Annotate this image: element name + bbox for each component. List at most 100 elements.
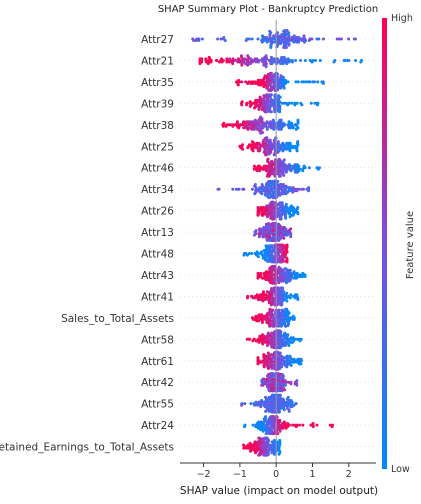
shap-point — [267, 409, 271, 413]
shap-point — [279, 324, 283, 328]
shap-point — [235, 80, 238, 84]
shap-point — [282, 408, 286, 412]
shap-point — [273, 243, 277, 247]
shap-point — [278, 418, 282, 422]
shap-point — [297, 36, 301, 39]
shap-point — [277, 149, 281, 153]
shap-point — [257, 83, 261, 87]
feature-label: Attr25 — [141, 141, 174, 153]
shap-point — [286, 80, 290, 84]
shap-point — [269, 201, 273, 205]
feature-label: Attr55 — [141, 399, 174, 411]
shap-point — [285, 141, 289, 145]
shap-point — [277, 452, 281, 456]
shap-point — [277, 157, 281, 161]
shap-point — [260, 313, 264, 317]
shap-point — [256, 362, 260, 366]
shap-point — [240, 103, 244, 107]
shap-point — [253, 296, 257, 300]
shap-point — [289, 126, 293, 130]
shap-point — [257, 108, 261, 111]
shap-point — [347, 37, 351, 41]
shap-point — [192, 39, 196, 42]
shap-point — [291, 190, 295, 194]
shap-point — [271, 281, 275, 285]
shap-point — [300, 103, 304, 107]
shap-point — [284, 78, 288, 82]
shap-point — [250, 187, 254, 191]
shap-point — [276, 57, 279, 61]
shap-point — [272, 393, 276, 397]
shap-point — [248, 441, 252, 445]
shap-point — [265, 321, 269, 324]
shap-point — [265, 204, 269, 208]
shap-point — [295, 276, 298, 280]
shap-point — [290, 60, 294, 64]
shap-point — [281, 62, 285, 66]
shap-point — [287, 31, 291, 35]
shap-point — [269, 415, 273, 419]
shap-point — [254, 400, 258, 404]
shap-point — [269, 160, 273, 163]
shap-point — [270, 367, 274, 370]
shap-point — [289, 399, 293, 402]
shap-point — [292, 40, 296, 44]
shap-point — [198, 57, 202, 61]
shap-point — [307, 166, 311, 170]
shap-point — [297, 187, 301, 191]
shap-point — [267, 196, 271, 200]
shap-point — [298, 423, 301, 427]
shap-point — [255, 403, 259, 407]
shap-point — [292, 317, 296, 321]
shap-point — [225, 60, 229, 64]
shap-point — [295, 101, 299, 105]
shap-point — [276, 268, 280, 272]
shap-point — [260, 383, 264, 387]
shap-point — [261, 124, 265, 128]
shap-point — [284, 281, 288, 285]
feature-label: Attr39 — [141, 98, 174, 110]
feature-label: Attr58 — [141, 334, 174, 346]
shap-point — [292, 146, 296, 150]
shap-point — [279, 397, 283, 401]
shap-point — [291, 126, 295, 130]
shap-point — [288, 149, 292, 153]
shap-point — [273, 260, 277, 264]
shap-point — [264, 153, 268, 157]
shap-point — [276, 179, 280, 183]
shap-point — [249, 120, 253, 124]
x-tick-label: 2 — [346, 469, 352, 480]
shap-point — [255, 250, 259, 254]
shap-point — [260, 321, 264, 324]
shap-point — [264, 409, 268, 413]
beeswarm-points — [191, 29, 364, 457]
shap-point — [289, 336, 293, 340]
shap-point — [287, 43, 291, 47]
shap-point — [259, 271, 263, 275]
shap-point — [265, 385, 269, 389]
shap-point — [268, 29, 272, 33]
shap-point — [272, 34, 276, 38]
shap-point — [287, 279, 291, 283]
shap-point — [272, 415, 276, 419]
shap-point — [276, 202, 280, 206]
shap-point — [266, 311, 270, 315]
shap-point — [260, 144, 264, 148]
shap-point — [285, 243, 289, 247]
shap-point — [279, 406, 283, 410]
shap-point — [261, 256, 265, 260]
shap-point — [257, 400, 261, 404]
shap-point — [271, 98, 275, 102]
shap-point — [278, 201, 282, 205]
shap-point — [278, 302, 282, 306]
shap-point — [251, 60, 254, 64]
shap-point — [265, 136, 269, 140]
shap-point — [262, 39, 266, 42]
shap-point — [279, 127, 283, 131]
shap-point — [316, 80, 320, 84]
shap-point — [267, 372, 271, 376]
shap-point — [217, 60, 221, 64]
shap-point — [289, 235, 293, 239]
shap-point — [257, 235, 261, 239]
shap-point — [248, 143, 251, 147]
